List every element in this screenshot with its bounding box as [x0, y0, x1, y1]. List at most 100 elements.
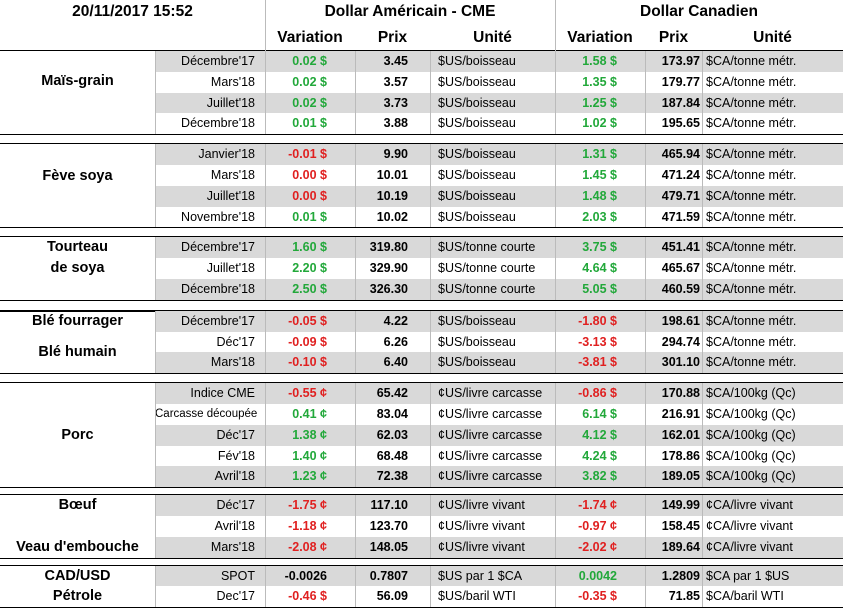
prix: 4.22	[383, 313, 408, 328]
unite: $CA/tonne métr.	[706, 168, 797, 182]
variation: 0.02 $	[292, 95, 327, 110]
prix: 451.41	[661, 240, 700, 255]
column-line	[155, 51, 156, 135]
unite: $CA/tonne métr.	[706, 209, 797, 224]
prix: 465.94	[661, 147, 700, 162]
variation: 0.01 $	[292, 116, 327, 131]
column-line	[645, 383, 646, 488]
prix: 3.57	[383, 74, 408, 89]
product-label: Bœuf	[58, 497, 97, 514]
product-label: Veau d'embouche	[16, 538, 139, 555]
variation: 1.48 $	[582, 188, 617, 203]
prix: 71.85	[668, 589, 700, 604]
variation: 1.40 ¢	[292, 448, 327, 463]
column-line	[265, 51, 266, 135]
rule	[0, 143, 843, 145]
row-shade	[155, 383, 843, 404]
column-line	[702, 495, 703, 558]
prix: 10.01	[376, 168, 408, 182]
column-line	[555, 495, 556, 558]
rule	[0, 564, 843, 566]
column-line	[265, 383, 266, 488]
column-line	[155, 495, 156, 558]
rule	[0, 557, 843, 559]
column-line	[355, 310, 356, 374]
product-label: Maïs-grain	[41, 72, 114, 89]
datetime: 20/11/2017 15:52	[72, 3, 193, 20]
unite: $US/boisseau	[438, 334, 516, 349]
contract: Avril'18	[214, 519, 255, 533]
prix: 189.05	[661, 469, 700, 484]
row-shade	[155, 92, 843, 114]
row-shade	[155, 352, 843, 374]
contract: Déc'17	[216, 427, 255, 442]
prix: 465.67	[661, 261, 700, 276]
prix: 6.26	[383, 334, 408, 349]
prix: 460.59	[661, 282, 700, 296]
rule	[0, 134, 843, 136]
column-header: Prix	[377, 29, 408, 46]
variation: 1.60 $	[292, 240, 327, 255]
contract: Décembre'17	[181, 54, 255, 68]
column-line	[430, 495, 431, 558]
variation: 0.02 $	[292, 74, 327, 89]
contract: Fév'18	[217, 448, 255, 463]
variation: -0.55 ¢	[288, 386, 327, 401]
unite: $CA/100kg (Qc)	[706, 448, 796, 463]
variation: 3.82 $	[582, 469, 617, 484]
contract: Carcasse découpée	[155, 408, 258, 420]
unite: $US par 1 $CA	[438, 568, 523, 583]
variation: -0.09 $	[288, 334, 327, 349]
prix: 294.74	[661, 334, 700, 349]
prix: 10.19	[376, 188, 408, 203]
row-shade	[155, 279, 843, 300]
column-line	[265, 310, 266, 374]
unite: $US/boisseau	[438, 355, 516, 370]
column-line	[555, 310, 556, 374]
prix: 173.97	[661, 54, 700, 68]
unite: $CA par 1 $US	[706, 568, 790, 583]
contract: Décembre'18	[181, 116, 255, 131]
unite: ¢US/livre carcasse	[438, 448, 543, 463]
variation: 1.31 $	[582, 147, 617, 162]
unite: $US/tonne courte	[438, 240, 536, 255]
contract: Décembre'18	[181, 282, 255, 296]
row-shade	[155, 536, 843, 558]
row-shade	[155, 310, 843, 332]
prix: 326.30	[369, 282, 408, 296]
prix: 6.40	[383, 355, 408, 370]
variation: -1.18 ¢	[288, 519, 327, 533]
unite: $US/boisseau	[438, 54, 516, 68]
prix: 471.24	[661, 168, 700, 182]
rule	[0, 487, 843, 489]
column-line	[645, 144, 646, 228]
prix: 83.04	[376, 407, 408, 421]
product-label: Blé humain	[38, 344, 117, 360]
column-line	[555, 565, 556, 608]
prix: 187.84	[661, 95, 700, 110]
column-line	[155, 383, 156, 488]
product-label: CAD/USD	[44, 567, 111, 584]
column-line	[155, 144, 156, 228]
variation: 0.0042	[578, 568, 617, 583]
variation: 4.64 $	[582, 261, 617, 276]
column-line	[702, 51, 703, 135]
column-line	[430, 310, 431, 374]
prix: 170.88	[661, 386, 700, 401]
unite: $CA/100kg (Qc)	[706, 469, 796, 484]
column-line	[645, 495, 646, 558]
product-label: de soya	[50, 260, 105, 277]
rule	[0, 382, 843, 384]
unite: ¢US/livre vivant	[438, 519, 525, 533]
contract: Décembre'17	[181, 240, 255, 255]
variation: 3.75 $	[582, 240, 617, 255]
contract: Janvier'18	[198, 147, 255, 162]
column-line	[430, 144, 431, 228]
variation: 2.50 $	[292, 282, 327, 296]
column-header: Variation	[277, 29, 343, 46]
contract: Déc'17	[216, 334, 255, 349]
variation: -0.10 $	[288, 355, 327, 370]
contract: Mars'18	[210, 355, 255, 370]
unite: ¢US/livre vivant	[438, 539, 525, 554]
